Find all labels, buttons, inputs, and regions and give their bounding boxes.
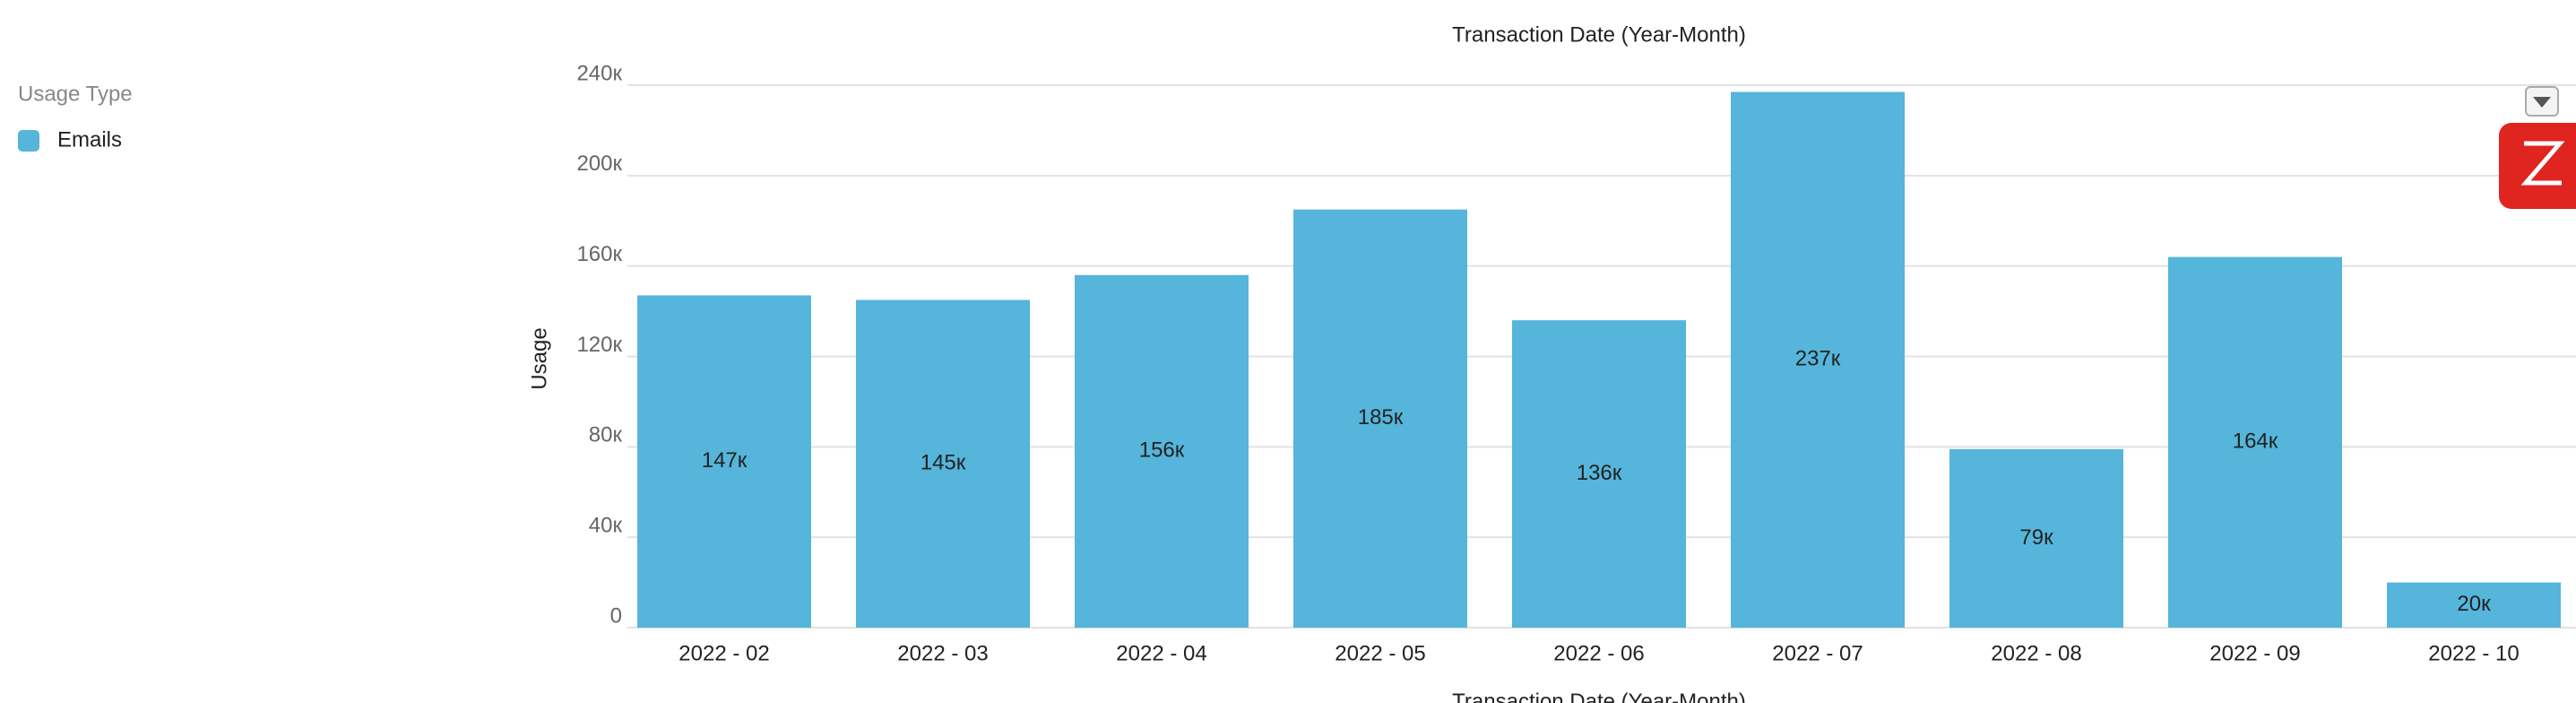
y-axis-title: Usage (527, 327, 551, 389)
y-tick-label: 200к (576, 152, 622, 176)
x-tick-label: 2022 - 02 (679, 641, 769, 665)
bar (2387, 582, 2561, 628)
value-label: 156к (1139, 438, 1185, 463)
value-label: 145к (921, 451, 966, 475)
value-label: 147к (702, 448, 748, 473)
x-tick-label: 2022 - 09 (2209, 641, 2300, 665)
bar (1075, 274, 1249, 628)
x-tick-label: 2022 - 05 (1335, 641, 1425, 665)
value-label: 20к (2457, 592, 2491, 616)
chart-title: Transaction Date (Year-Month) (1452, 22, 1746, 47)
bar (1949, 448, 2123, 628)
bar (1512, 320, 1686, 628)
y-tick-label: 120к (576, 333, 622, 357)
x-tick-label: 2022 - 06 (1553, 641, 1644, 665)
zoho-icon (2520, 141, 2565, 186)
y-tick-label: 0 (610, 603, 622, 628)
y-tick-label: 80к (589, 423, 623, 447)
y-tick-label: 160к (576, 242, 622, 266)
zoho-widget[interactable] (2499, 123, 2576, 209)
y-tick-label: 240к (576, 61, 622, 85)
x-axis-title: Transaction Date (Year-Month) (1452, 690, 1746, 703)
bar (637, 295, 811, 628)
zoho-badge[interactable] (2499, 123, 2576, 209)
x-tick-label: 2022 - 04 (1116, 641, 1206, 665)
bar (856, 299, 1030, 628)
legend-swatch (18, 130, 39, 152)
value-label: 185к (1358, 405, 1404, 430)
menu-button[interactable] (2525, 86, 2559, 117)
value-label: 136к (1577, 461, 1622, 485)
y-tick-label: 40к (589, 514, 623, 538)
x-tick-label: 2022 - 07 (1772, 641, 1863, 665)
bar (2168, 256, 2342, 628)
x-tick-label: 2022 - 03 (897, 641, 988, 665)
legend-title: Usage Type (18, 82, 133, 106)
bar (1293, 209, 1467, 629)
menu-arrow (2533, 97, 2551, 108)
bar (1731, 91, 1905, 628)
value-label: 164к (2233, 430, 2278, 454)
value-label: 79к (2019, 525, 2053, 550)
x-tick-label: 2022 - 10 (2428, 641, 2519, 665)
legend-label: Emails (57, 127, 122, 152)
value-label: 237к (1795, 347, 1841, 371)
x-tick-label: 2022 - 08 (1991, 641, 2081, 665)
